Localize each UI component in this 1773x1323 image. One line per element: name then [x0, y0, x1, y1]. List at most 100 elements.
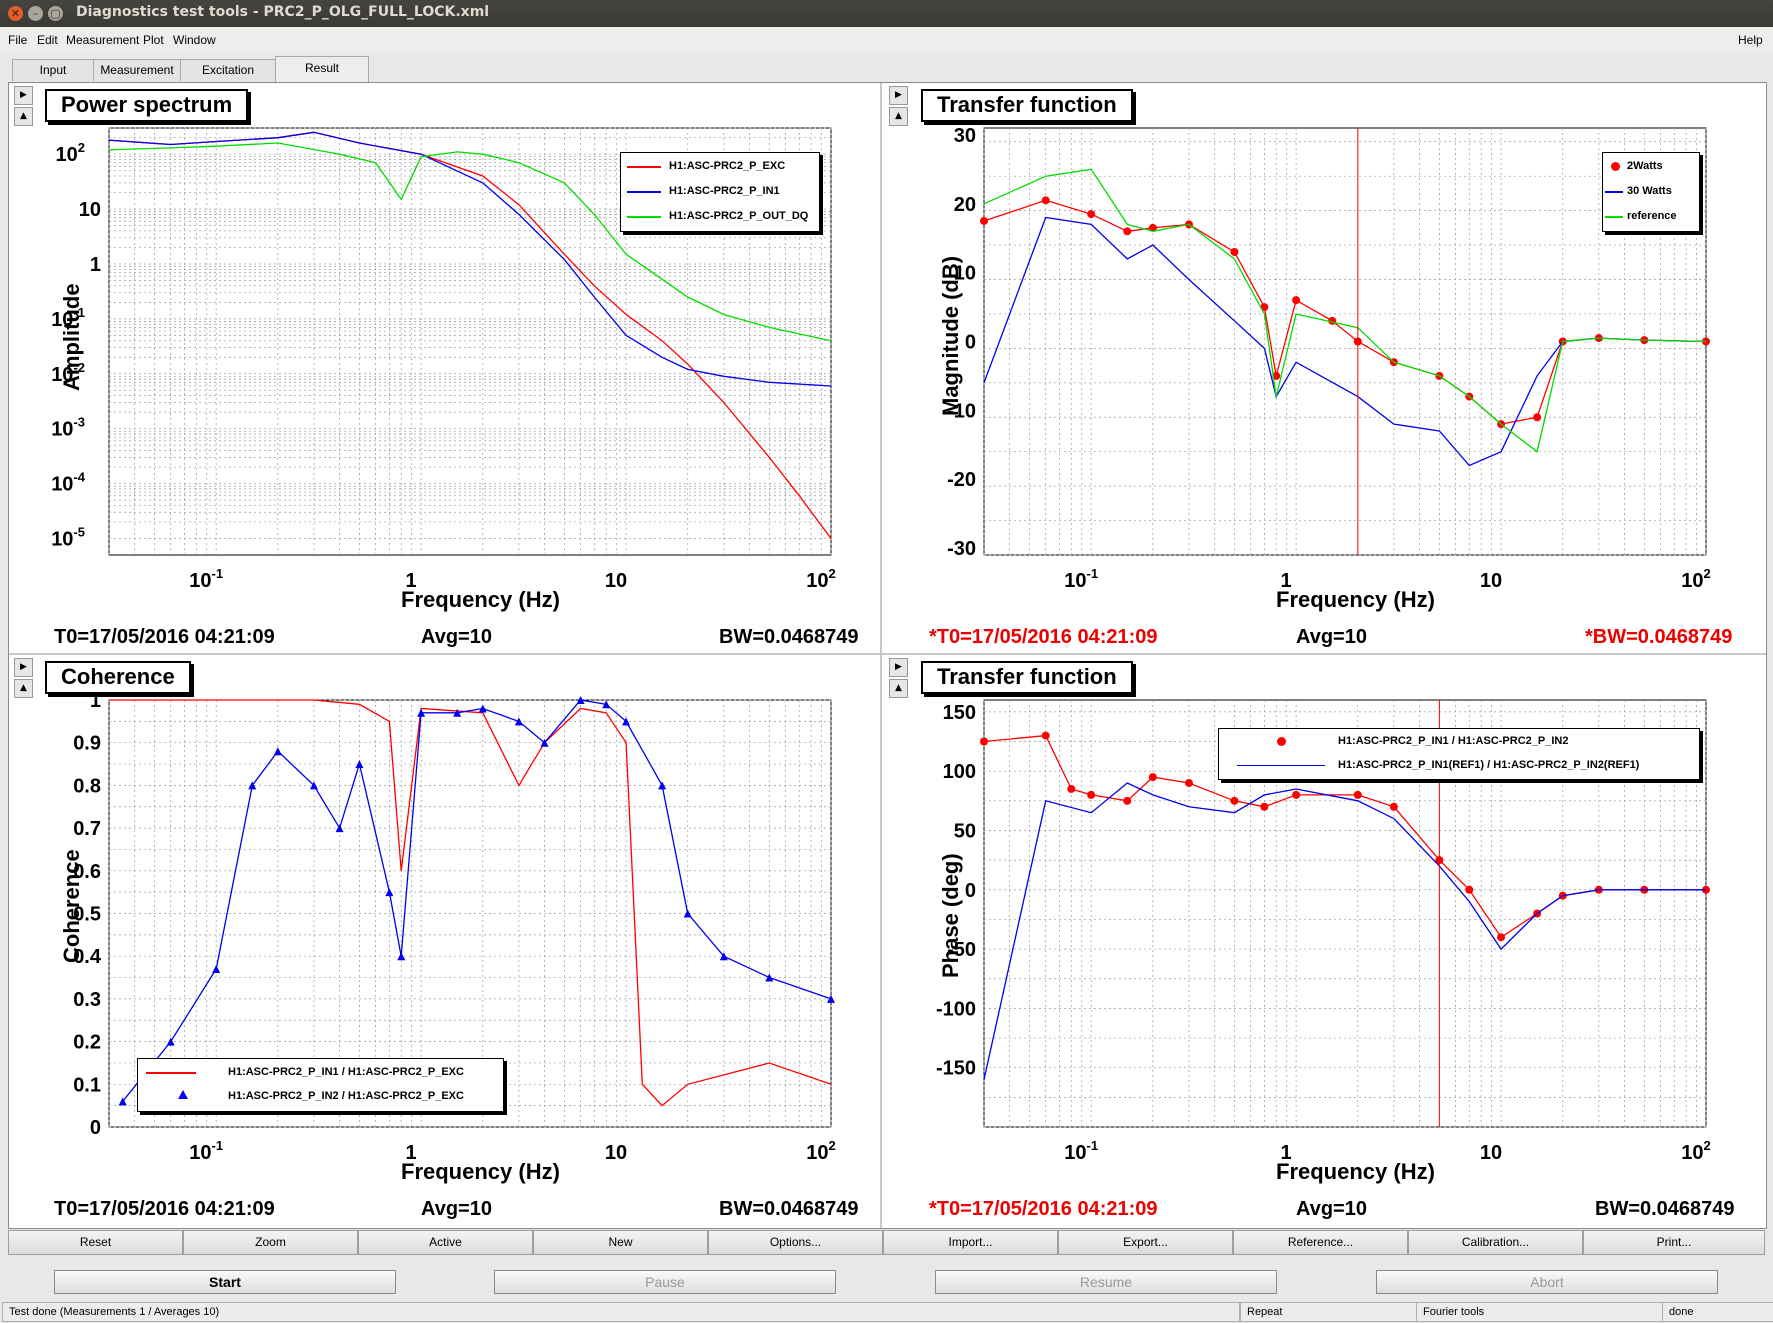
- legend-swatch: [627, 166, 661, 168]
- y-tick-label: 150: [943, 702, 976, 724]
- collapse-arrow-icon[interactable]: ▲: [889, 107, 908, 126]
- zoom-button[interactable]: Zoom: [183, 1230, 358, 1255]
- data-point: [1465, 885, 1474, 894]
- series-line-1: [983, 216, 1707, 467]
- start-button[interactable]: Start: [54, 1270, 396, 1294]
- y-tick-label: 50: [954, 820, 976, 842]
- legend-swatch: [1605, 216, 1623, 218]
- export-button[interactable]: Export...: [1058, 1230, 1233, 1255]
- import-button[interactable]: Import...: [883, 1230, 1058, 1255]
- data-point: [335, 824, 344, 833]
- y-tick-label: 10: [79, 199, 101, 221]
- options-button[interactable]: Options...: [708, 1230, 883, 1255]
- y-tick-label: -10: [947, 400, 976, 422]
- calibration-button[interactable]: Calibration...: [1408, 1230, 1583, 1255]
- avg-count: Avg=10: [1296, 1198, 1367, 1220]
- panel-tl-side-controls: ▶ ▲: [14, 86, 33, 128]
- legend-coherence: H1:ASC-PRC2_P_IN1 / H1:ASC-PRC2_P_EXC H1…: [137, 1058, 504, 1112]
- data-point: [212, 965, 221, 974]
- bandwidth: BW=0.0468749: [1595, 1198, 1735, 1220]
- data-point: [385, 888, 394, 897]
- data-point: [355, 760, 364, 769]
- active-button[interactable]: Active: [358, 1230, 533, 1255]
- data-point: [1260, 802, 1269, 811]
- legend-label: 30 Watts: [1627, 185, 1672, 197]
- abort-button[interactable]: Abort: [1376, 1270, 1718, 1294]
- pause-button[interactable]: Pause: [494, 1270, 836, 1294]
- expand-arrow-icon[interactable]: ▶: [14, 658, 33, 677]
- data-point: [602, 700, 611, 709]
- legend-marker: [1611, 162, 1620, 171]
- x-axis-label: Frequency (Hz): [1276, 587, 1435, 612]
- legend-power-spectrum: H1:ASC-PRC2_P_EXC H1:ASC-PRC2_P_IN1 H1:A…: [620, 152, 820, 232]
- x-tick-label: 102: [806, 566, 835, 592]
- new-button[interactable]: New: [533, 1230, 708, 1255]
- collapse-arrow-icon[interactable]: ▲: [889, 679, 908, 698]
- legend-swatch: [1605, 191, 1623, 193]
- data-point: [1148, 773, 1157, 782]
- power-spectrum-plot[interactable]: 10-1 1 10 10210210110-110-210-310-410-510-1…: [9, 83, 1766, 1228]
- x-tick-label: 10-1: [189, 566, 223, 592]
- resume-button[interactable]: Resume: [935, 1270, 1277, 1294]
- y-tick-label: 0: [965, 880, 976, 902]
- y-tick-label: -150: [936, 1058, 976, 1080]
- expand-arrow-icon[interactable]: ▶: [889, 86, 908, 105]
- menu-plot[interactable]: Plot: [143, 33, 164, 47]
- legend-label: 2Watts: [1627, 160, 1663, 172]
- t0-timestamp: T0=17/05/2016 04:21:09: [54, 626, 275, 648]
- data-point: [1292, 296, 1301, 305]
- y-tick-label: 0: [90, 1117, 101, 1139]
- print-button[interactable]: Print...: [1583, 1230, 1765, 1255]
- legend-label: H1:ASC-PRC2_P_IN1(REF1) / H1:ASC-PRC2_P_…: [1338, 759, 1640, 771]
- data-point: [1041, 731, 1050, 740]
- series-line-1: [983, 782, 1706, 1080]
- menu-edit[interactable]: Edit: [37, 33, 58, 47]
- data-point: [397, 952, 406, 961]
- t0-timestamp: T0=17/05/2016 04:21:09: [54, 1198, 275, 1220]
- menu-help[interactable]: Help: [1738, 33, 1763, 47]
- menu-bar: File Edit Measurement Plot Window Help: [0, 27, 1773, 52]
- tab-result[interactable]: Result: [275, 56, 369, 82]
- reference-button[interactable]: Reference...: [1233, 1230, 1408, 1255]
- bandwidth: BW=0.0468749: [719, 1198, 859, 1220]
- collapse-arrow-icon[interactable]: ▲: [14, 107, 33, 126]
- y-tick-label: 10-1: [51, 305, 85, 331]
- y-tick-label: 10-2: [51, 360, 85, 386]
- legend-label: H1:ASC-PRC2_P_IN2 / H1:ASC-PRC2_P_EXC: [228, 1090, 464, 1102]
- reset-button[interactable]: Reset: [8, 1230, 183, 1255]
- avg-count: Avg=10: [1296, 626, 1367, 648]
- tab-measurement[interactable]: Measurement: [93, 59, 181, 81]
- collapse-arrow-icon[interactable]: ▲: [14, 679, 33, 698]
- expand-arrow-icon[interactable]: ▶: [14, 86, 33, 105]
- avg-count: Avg=10: [421, 1198, 492, 1220]
- maximize-window-button[interactable]: ▢: [48, 6, 63, 21]
- x-tick-label: 102: [1681, 1138, 1710, 1164]
- tab-input[interactable]: Input: [12, 59, 94, 81]
- data-point: [1087, 210, 1096, 219]
- status-message: Test done (Measurements 1 / Averages 10): [2, 1302, 1240, 1322]
- y-tick-label: 1: [90, 690, 101, 712]
- y-tick-label: 0.6: [73, 861, 101, 883]
- status-bar: Test done (Measurements 1 / Averages 10)…: [0, 1300, 1773, 1323]
- panel-br-side-controls: ▶ ▲: [889, 658, 908, 700]
- status-tools: Fourier tools: [1416, 1302, 1664, 1322]
- minimize-window-button[interactable]: –: [28, 6, 43, 21]
- legend-marker: [1277, 737, 1286, 746]
- y-tick-label: 0.5: [73, 904, 101, 926]
- data-point: [719, 952, 728, 961]
- y-tick-label: 102: [56, 140, 85, 166]
- measurement-control-bar: Start Pause Resume Abort: [0, 1262, 1773, 1298]
- y-tick-label: 10: [954, 263, 976, 285]
- expand-arrow-icon[interactable]: ▶: [889, 658, 908, 677]
- avg-count: Avg=10: [421, 626, 492, 648]
- data-point: [980, 216, 988, 225]
- y-tick-label: -50: [947, 939, 976, 961]
- legend-swatch: [627, 191, 661, 193]
- menu-file[interactable]: File: [8, 33, 28, 47]
- tab-excitation[interactable]: Excitation: [180, 59, 276, 81]
- menu-measurement[interactable]: Measurement: [66, 33, 140, 47]
- close-window-button[interactable]: ✕: [8, 6, 23, 21]
- x-tick-label: 10-1: [1064, 1138, 1098, 1164]
- menu-window[interactable]: Window: [173, 33, 216, 47]
- y-tick-label: 1: [90, 254, 101, 276]
